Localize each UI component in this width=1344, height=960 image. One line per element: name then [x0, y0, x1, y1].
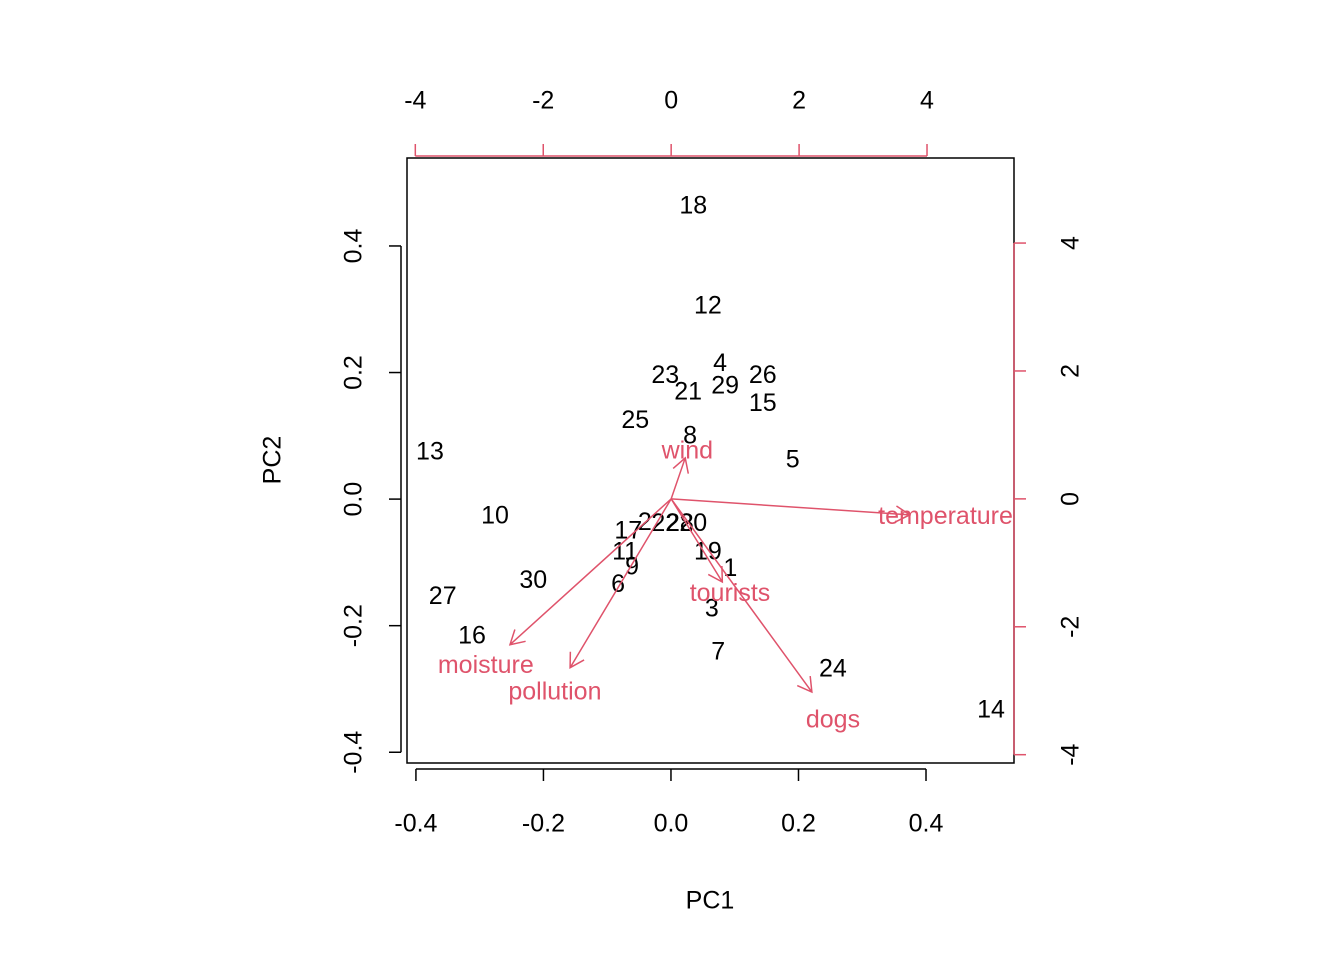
- point-label: 20: [679, 509, 707, 537]
- tick-label: -0.4: [394, 810, 437, 838]
- point-label: 1: [723, 554, 737, 582]
- point-label: 25: [621, 406, 649, 434]
- point-label: 3: [705, 594, 719, 622]
- point-label: 4: [713, 349, 727, 377]
- point-label: 24: [819, 655, 847, 683]
- point-label: 6: [611, 570, 625, 598]
- point-label: 10: [481, 501, 509, 529]
- point-label: 30: [519, 566, 547, 594]
- y-axis-title: PC2: [259, 436, 287, 485]
- tick-label: 2: [792, 87, 806, 115]
- loading-arrow: [671, 498, 912, 523]
- point-label: 18: [679, 191, 707, 219]
- tick-label: -2: [1057, 616, 1085, 638]
- tick-label: 0.0: [654, 810, 689, 838]
- loading-label: pollution: [508, 678, 601, 706]
- tick-label: 0.2: [781, 810, 816, 838]
- tick-label: -0.2: [340, 604, 368, 647]
- point-label: 16: [458, 622, 486, 650]
- loading-label: moisture: [438, 651, 534, 679]
- point-label: 5: [786, 446, 800, 474]
- point-label: 29: [711, 372, 739, 400]
- point-label: 13: [416, 438, 444, 466]
- tick-label: 2: [1057, 364, 1085, 378]
- tick-label: 0.2: [340, 355, 368, 390]
- tick-label: 0.4: [340, 228, 368, 263]
- point-label: 14: [977, 696, 1005, 724]
- loading-label: temperature: [878, 502, 1013, 530]
- point-label: 17: [614, 517, 642, 545]
- tick-label: 4: [1057, 236, 1085, 250]
- point-label: 23: [651, 361, 679, 389]
- tick-label: 0: [664, 87, 678, 115]
- loading-arrow: [670, 498, 724, 584]
- loading-label: tourists: [690, 579, 771, 607]
- point-label: 15: [749, 389, 777, 417]
- tick-label: -0.4: [340, 731, 368, 774]
- point-label: 12: [694, 291, 722, 319]
- loading-label: wind: [661, 436, 713, 464]
- point-label: 26: [749, 361, 777, 389]
- tick-label: -2: [532, 87, 554, 115]
- tick-label: 0: [1057, 492, 1085, 506]
- point-label: 27: [429, 582, 457, 610]
- loading-arrow: [569, 498, 672, 669]
- loading-arrow: [670, 456, 690, 500]
- tick-label: -4: [1057, 743, 1085, 765]
- point-label: 7: [711, 637, 725, 665]
- point-label: 8: [683, 422, 697, 450]
- loading-label: dogs: [806, 706, 860, 734]
- tick-label: -0.2: [522, 810, 565, 838]
- loading-arrow: [670, 498, 813, 694]
- tick-label: 4: [920, 87, 934, 115]
- x-axis-title: PC1: [686, 887, 735, 915]
- tick-label: 0.0: [340, 482, 368, 517]
- tick-label: -4: [404, 87, 426, 115]
- tick-label: 0.4: [909, 810, 944, 838]
- loading-arrow: [508, 498, 672, 646]
- point-label: 21: [674, 377, 702, 405]
